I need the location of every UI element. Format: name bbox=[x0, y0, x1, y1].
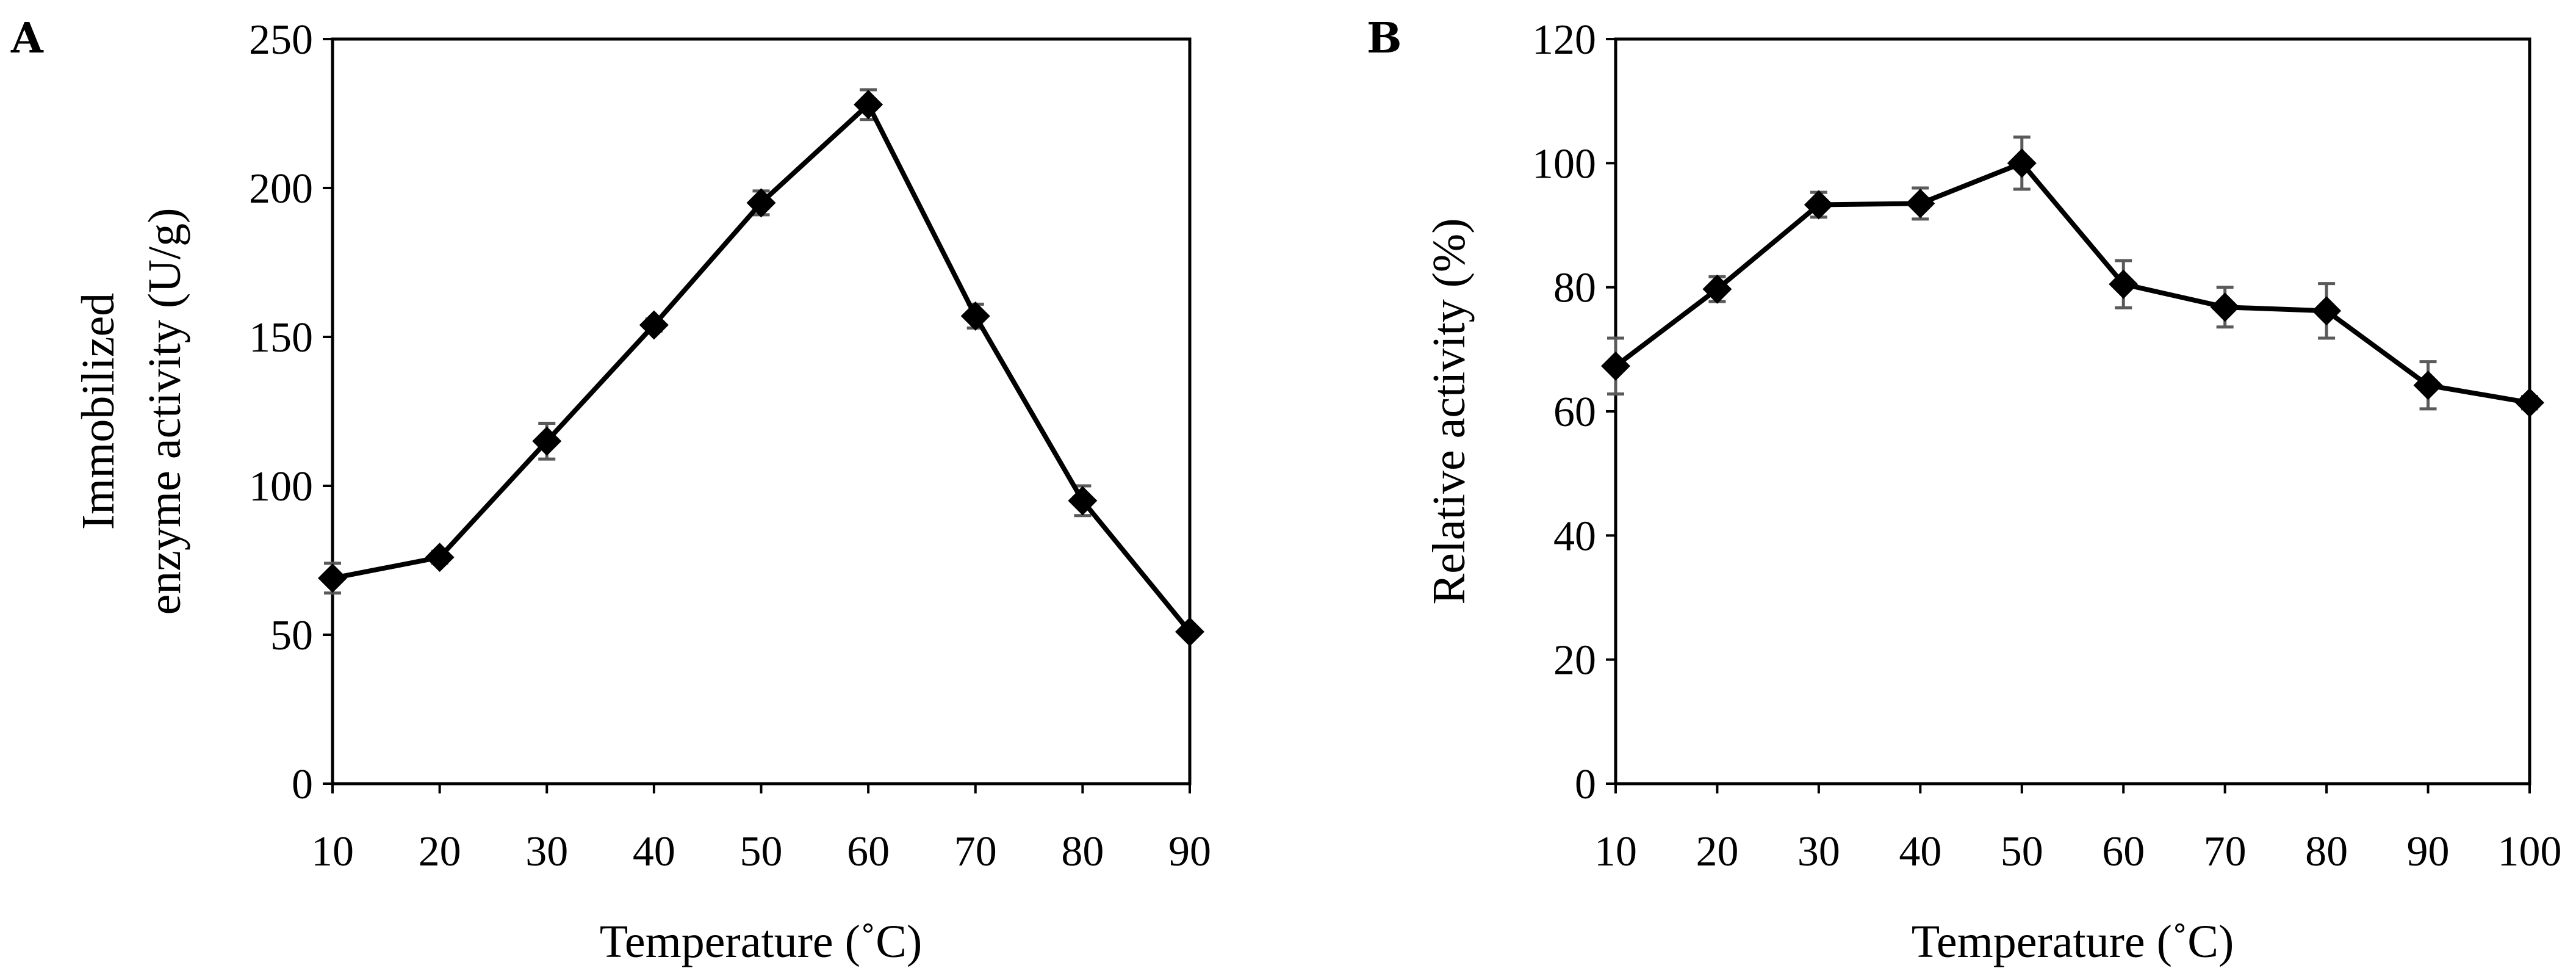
b-data-point bbox=[1804, 190, 1833, 220]
b-x-tick-label: 80 bbox=[2305, 828, 2348, 875]
panel-b-x-axis: 10 20 30 40 50 60 70 80 90 100 bbox=[1594, 784, 2562, 875]
a-y-tick-label: 0 bbox=[292, 761, 313, 808]
panel-a-markers bbox=[318, 90, 1204, 647]
b-data-point bbox=[2312, 296, 2342, 326]
panel-a-label: A bbox=[10, 14, 44, 63]
b-x-tick-label: 10 bbox=[1594, 828, 1637, 875]
a-x-tick-label: 40 bbox=[633, 828, 675, 875]
panel-b-plot-frame bbox=[1614, 37, 2531, 786]
b-x-tick-label: 30 bbox=[1797, 828, 1840, 875]
b-x-tick-label: 70 bbox=[2204, 828, 2247, 875]
b-y-tick-label: 80 bbox=[1553, 265, 1596, 312]
b-x-tick-label: 20 bbox=[1696, 828, 1738, 875]
a-data-point bbox=[425, 543, 455, 573]
panel-a-plot-frame bbox=[331, 37, 1192, 786]
b-x-tick-label: 40 bbox=[1899, 828, 1941, 875]
panel-b-error-bars bbox=[1607, 135, 2538, 411]
a-data-point bbox=[532, 426, 562, 456]
b-y-tick-label: 100 bbox=[1532, 140, 1596, 187]
a-y-tick-label: 100 bbox=[249, 463, 313, 510]
panel-a-y-axis-title-line-2: enzyme activity (U/g) bbox=[139, 208, 190, 615]
a-data-point bbox=[746, 188, 776, 218]
b-data-point bbox=[1702, 274, 1732, 304]
panel-b-y-axis: 0 20 40 60 80 100 120 bbox=[1532, 16, 1616, 808]
a-x-tick-label: 30 bbox=[525, 828, 568, 875]
a-data-point bbox=[639, 310, 669, 340]
panel-b-y-axis-title: Relative activity (%) bbox=[1423, 218, 1475, 604]
b-x-tick-label: 100 bbox=[2498, 828, 2562, 875]
panel-a-x-axis-title: Temperature (˚C) bbox=[600, 916, 923, 967]
a-y-tick-label: 150 bbox=[249, 314, 313, 361]
a-x-tick-label: 80 bbox=[1061, 828, 1104, 875]
a-data-point bbox=[318, 563, 347, 593]
a-x-tick-label: 10 bbox=[311, 828, 354, 875]
a-x-tick-label: 60 bbox=[847, 828, 890, 875]
b-x-tick-label: 90 bbox=[2407, 828, 2450, 875]
a-y-tick-label: 50 bbox=[270, 612, 313, 659]
a-data-point bbox=[960, 301, 990, 331]
b-y-tick-label: 20 bbox=[1553, 637, 1596, 684]
panel-b-label: B bbox=[1367, 14, 1401, 63]
panel-a-chart: A 0 50 100 150 200 250 10 20 30 40 50 60 70 80 90 Tem… bbox=[10, 14, 1211, 967]
panel-a-error-bars bbox=[324, 88, 1198, 637]
b-y-tick-label: 0 bbox=[1575, 761, 1596, 808]
b-data-point bbox=[1601, 351, 1630, 381]
b-y-tick-label: 120 bbox=[1532, 16, 1596, 63]
panel-a-y-axis-title-line-1: Immobilized bbox=[73, 293, 124, 530]
panel-a-x-axis: 10 20 30 40 50 60 70 80 90 bbox=[311, 784, 1211, 875]
b-x-tick-label: 50 bbox=[2001, 828, 2043, 875]
b-data-point bbox=[2109, 269, 2139, 299]
b-data-point bbox=[2007, 148, 2037, 178]
panel-b-markers bbox=[1601, 148, 2544, 417]
b-data-point bbox=[2210, 292, 2240, 322]
b-y-tick-label: 40 bbox=[1553, 513, 1596, 560]
a-data-point bbox=[1175, 617, 1204, 647]
a-x-tick-label: 50 bbox=[740, 828, 783, 875]
a-x-tick-label: 70 bbox=[954, 828, 997, 875]
b-y-tick-label: 60 bbox=[1553, 389, 1596, 436]
a-x-tick-label: 90 bbox=[1168, 828, 1211, 875]
b-data-point bbox=[2515, 388, 2544, 417]
a-data-point bbox=[1068, 486, 1098, 516]
panel-b-x-axis-title: Temperature (˚C) bbox=[1912, 916, 2234, 967]
a-x-tick-label: 20 bbox=[419, 828, 461, 875]
b-data-point bbox=[1905, 189, 1935, 219]
a-y-tick-label: 250 bbox=[249, 16, 313, 63]
b-data-point bbox=[2413, 370, 2443, 400]
a-y-tick-label: 200 bbox=[249, 165, 313, 212]
a-data-point bbox=[854, 90, 883, 120]
panel-a-series-line bbox=[332, 102, 1192, 634]
b-x-tick-label: 60 bbox=[2102, 828, 2145, 875]
panel-b-series-line bbox=[1614, 161, 2530, 405]
panel-a-y-axis: 0 50 100 150 200 250 bbox=[249, 16, 333, 808]
